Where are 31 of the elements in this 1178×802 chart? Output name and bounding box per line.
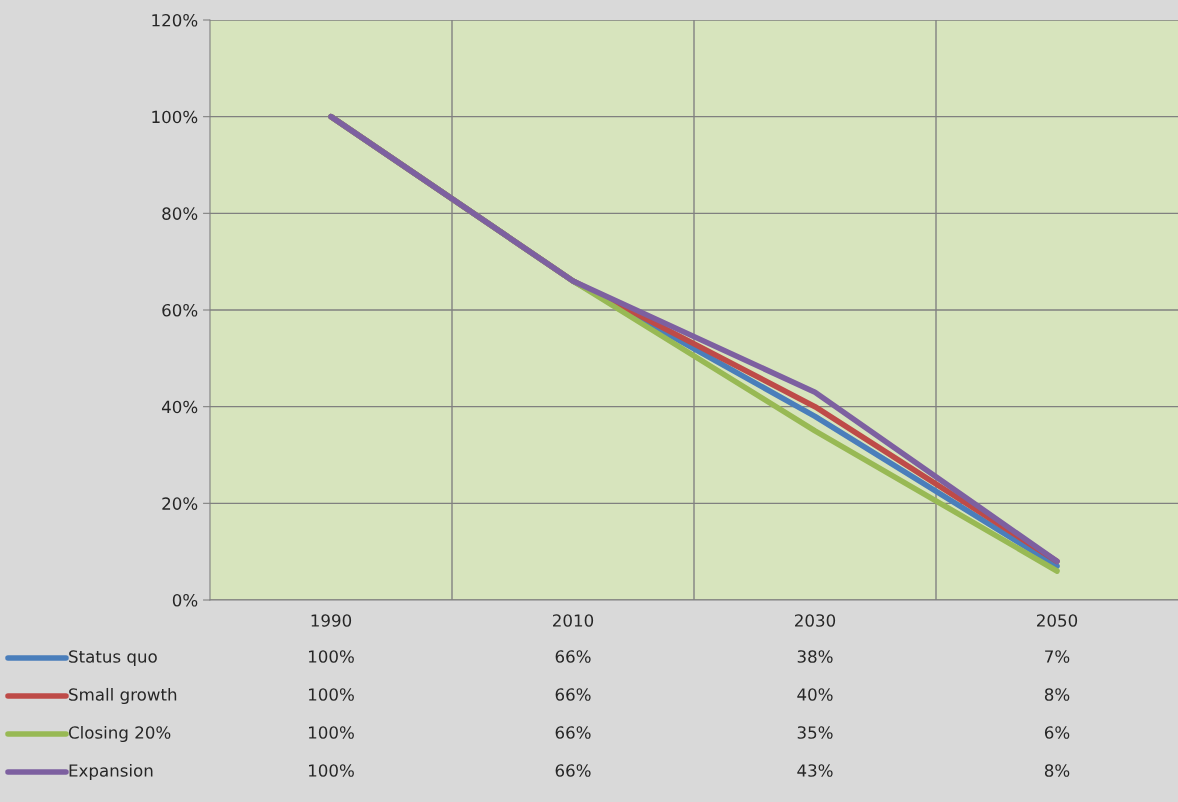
data-label: 43% [797, 764, 833, 777]
data-label: 100% [309, 764, 354, 777]
legend-label: Small growth [69, 687, 177, 705]
legend-label: Closing 20% [68, 725, 171, 743]
data-label: 66% [555, 688, 591, 701]
y-tick-label: 20% [162, 497, 198, 510]
data-label: 66% [555, 726, 591, 739]
data-label: 38% [797, 650, 833, 663]
legend-label: Expansion [69, 763, 153, 781]
data-label: 8% [1044, 764, 1070, 777]
data-label: 7% [1045, 650, 1070, 663]
data-label: 8% [1044, 688, 1070, 701]
data-label: 100% [309, 726, 354, 739]
x-tick-label: 2030 [795, 614, 836, 627]
y-tick-label: 40% [161, 400, 198, 414]
data-label: 35% [797, 726, 833, 739]
data-label: 100% [309, 688, 354, 701]
x-tick-label: 1990 [311, 614, 352, 627]
data-label: 66% [555, 650, 591, 663]
x-tick-label: 2010 [553, 614, 594, 627]
x-tick-label: 2050 [1037, 614, 1078, 627]
y-tick-label: 120% [152, 13, 198, 27]
legend-label: Status quo [69, 650, 157, 667]
data-label: 100% [309, 650, 354, 663]
y-tick-label: 80% [162, 207, 198, 220]
y-tick-label: 0% [172, 593, 198, 607]
y-tick-label: 60% [162, 303, 198, 317]
data-label: 40% [797, 688, 833, 701]
y-tick-label: 100% [152, 110, 198, 124]
data-label: 66% [555, 764, 591, 777]
data-label: 6% [1044, 726, 1070, 739]
